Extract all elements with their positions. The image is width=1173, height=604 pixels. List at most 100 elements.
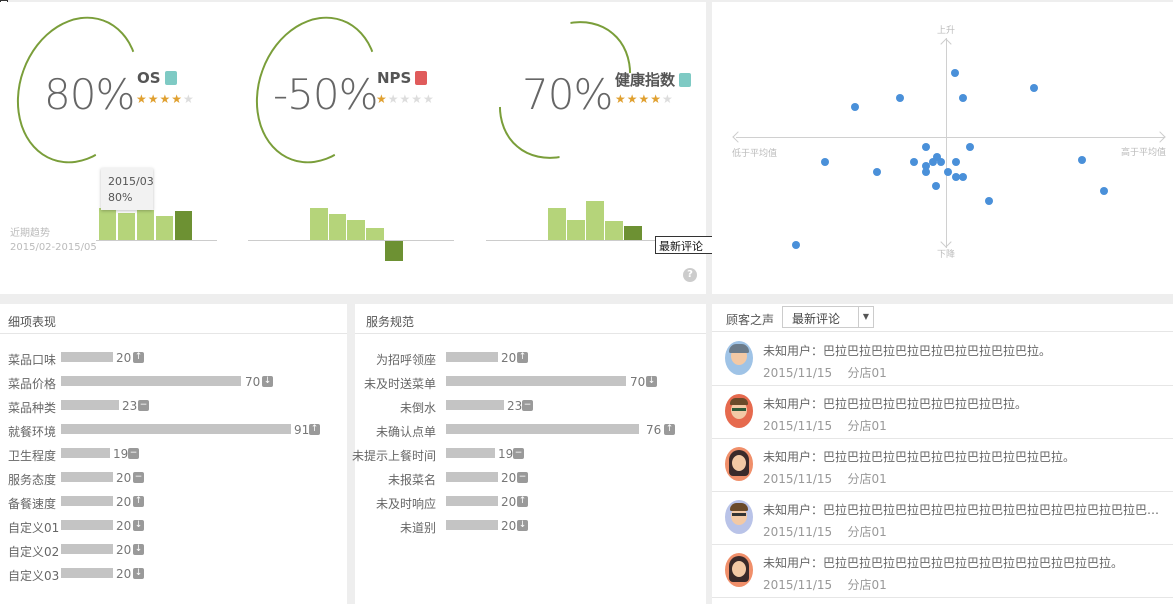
trend3-bar bbox=[586, 201, 604, 240]
avatar bbox=[725, 553, 753, 587]
avatar bbox=[725, 447, 753, 481]
service-bar bbox=[446, 520, 498, 530]
service-bar bbox=[446, 472, 498, 482]
scatter-point[interactable] bbox=[944, 168, 952, 176]
review-text: 未知用户：巴拉巴拉巴拉巴拉巴拉巴拉巴拉巴拉巴拉。 bbox=[763, 344, 1052, 358]
trend3-bar bbox=[548, 208, 566, 240]
review-meta: 2015/11/15 分店01 bbox=[763, 366, 887, 380]
trend-down-icon: ↓ bbox=[133, 544, 144, 555]
detail-label: 自定义01 bbox=[8, 521, 60, 535]
service-bar bbox=[446, 352, 498, 362]
arrow-down-icon bbox=[940, 236, 952, 248]
scatter-point[interactable] bbox=[1100, 187, 1108, 195]
review-text: 未知用户：巴拉巴拉巴拉巴拉巴拉巴拉巴拉巴拉巴拉巴拉巴拉巴拉。 bbox=[763, 556, 1124, 570]
scatter-point[interactable] bbox=[952, 158, 960, 166]
detail-value: 70 bbox=[245, 375, 261, 389]
scatter-point[interactable] bbox=[929, 158, 937, 166]
scatter-point[interactable] bbox=[966, 143, 974, 151]
voice-panel: 顾客之声 最新评论 ▼ 未知用户：巴拉巴拉巴拉巴拉巴拉巴拉巴拉巴拉巴拉。 201… bbox=[712, 304, 1173, 604]
help-icon[interactable]: ? bbox=[683, 268, 697, 282]
trend-up-icon: ↑ bbox=[517, 496, 528, 507]
review-item[interactable]: 未知用户：巴拉巴拉巴拉巴拉巴拉巴拉巴拉巴拉巴拉。 2015/11/15 分店01 bbox=[712, 333, 1173, 386]
detail-label: 服务态度 bbox=[8, 473, 57, 487]
detail-value: 23 bbox=[122, 399, 138, 413]
scatter-point[interactable] bbox=[985, 197, 993, 205]
detail-bar bbox=[61, 352, 113, 362]
review-text: 未知用户：巴拉巴拉巴拉巴拉巴拉巴拉巴拉巴拉。 bbox=[763, 397, 1028, 411]
trend-label: 近期趋势 bbox=[10, 228, 50, 239]
detail-label: 菜品口味 bbox=[8, 353, 57, 367]
scatter-point[interactable] bbox=[959, 94, 967, 102]
detail-value: 20 bbox=[116, 351, 132, 365]
review-meta: 2015/11/15 分店01 bbox=[763, 578, 887, 592]
os-label: OS bbox=[137, 69, 177, 87]
trend2-bar bbox=[366, 228, 384, 240]
review-item[interactable]: 未知用户：巴拉巴拉巴拉巴拉巴拉巴拉巴拉巴拉。 2015/11/15 分店01 bbox=[712, 386, 1173, 439]
trend1-bar bbox=[156, 216, 173, 240]
trend-down-icon: ↓ bbox=[517, 520, 528, 531]
service-value: 20 bbox=[501, 351, 517, 365]
scatter-point[interactable] bbox=[952, 173, 960, 181]
voice-header: 顾客之声 最新评论 ▼ bbox=[712, 304, 1173, 332]
scatter-point[interactable] bbox=[922, 162, 930, 170]
scatter-point[interactable] bbox=[821, 158, 829, 166]
trend3-bar bbox=[567, 220, 585, 240]
scatter-point[interactable] bbox=[951, 69, 959, 77]
review-item[interactable]: 未知用户：巴拉巴拉巴拉巴拉巴拉巴拉巴拉巴拉巴拉巴拉巴拉巴拉巴拉巴拉巴拉巴拉巴拉巴… bbox=[712, 492, 1173, 545]
scatter-point[interactable] bbox=[873, 168, 881, 176]
scatter-point[interactable] bbox=[959, 173, 967, 181]
service-label: 为招呼领座 bbox=[375, 353, 436, 367]
detail-value: 20 bbox=[116, 495, 132, 509]
os-tag bbox=[164, 71, 177, 85]
scatter-point[interactable] bbox=[922, 143, 930, 151]
review-item[interactable]: 未知用户：巴拉巴拉巴拉巴拉巴拉巴拉巴拉巴拉巴拉巴拉巴拉巴拉。 2015/11/1… bbox=[712, 545, 1173, 598]
service-label: 未及时响应 bbox=[375, 497, 436, 511]
trend3-axis bbox=[486, 240, 706, 241]
review-item[interactable]: 未知用户：巴拉巴拉巴拉巴拉巴拉巴拉巴拉巴拉巴拉巴拉。 2015/11/15 分店… bbox=[712, 439, 1173, 492]
detail-label: 自定义03 bbox=[8, 569, 60, 583]
scatter-point[interactable] bbox=[851, 103, 859, 111]
trend-flat-icon: − bbox=[517, 472, 528, 483]
scatter-point[interactable] bbox=[933, 153, 941, 161]
trend-up-icon: ↑ bbox=[664, 424, 675, 435]
trend-flat-icon: − bbox=[128, 448, 139, 459]
detail-title: 细项表现 bbox=[0, 304, 347, 334]
detail-value: 20 bbox=[116, 567, 132, 581]
service-bar bbox=[446, 496, 498, 506]
service-bar bbox=[446, 448, 495, 458]
detail-label: 备餐速度 bbox=[8, 497, 57, 511]
scatter-point[interactable] bbox=[937, 158, 945, 166]
service-label: 未报菜名 bbox=[387, 473, 436, 487]
detail-value: 19 bbox=[113, 447, 129, 461]
trend-range: 2015/02-2015/05 bbox=[10, 242, 97, 253]
trend-flat-icon: − bbox=[133, 472, 144, 483]
review-meta: 2015/11/15 分店01 bbox=[763, 472, 887, 486]
scatter-point[interactable] bbox=[922, 168, 930, 176]
service-value: 76 bbox=[646, 423, 662, 437]
service-bar bbox=[446, 376, 626, 386]
scatter-point[interactable] bbox=[1030, 84, 1038, 92]
trend-flat-icon: − bbox=[522, 400, 533, 411]
nps-tag bbox=[415, 71, 428, 85]
scatter-point[interactable] bbox=[1078, 156, 1086, 164]
chevron-down-icon: ▼ bbox=[858, 307, 873, 327]
trend-down-icon: ↓ bbox=[262, 376, 273, 387]
scatter-point[interactable] bbox=[792, 241, 800, 249]
detail-label: 菜品价格 bbox=[8, 377, 57, 391]
detail-bar bbox=[61, 496, 113, 506]
scatter-point[interactable] bbox=[896, 94, 904, 102]
arrow-left-icon bbox=[732, 131, 744, 143]
voice-filter-select[interactable]: 最新评论 ▼ bbox=[782, 306, 874, 328]
service-label: 未确认点单 bbox=[375, 425, 436, 439]
voice-filter-value: 最新评论 bbox=[792, 312, 841, 326]
tooltip-value: 80% bbox=[108, 191, 133, 204]
metrics-panel: 80% OS ★★★★★ -50% NPS ★★★★★ 70% 健康指数 ★★★… bbox=[0, 0, 706, 294]
trend1-axis bbox=[96, 240, 217, 241]
scatter-point[interactable] bbox=[910, 158, 918, 166]
service-title: 服务规范 bbox=[355, 304, 706, 334]
scatter-point[interactable] bbox=[932, 182, 940, 190]
scatter-left-label: 低于平均值 bbox=[732, 149, 778, 159]
review-text: 未知用户：巴拉巴拉巴拉巴拉巴拉巴拉巴拉巴拉巴拉巴拉巴拉巴拉巴拉巴拉巴拉巴拉巴拉巴… bbox=[763, 503, 1163, 517]
os-rating: ★★★★★ bbox=[136, 92, 195, 106]
service-value: 23 bbox=[507, 399, 523, 413]
